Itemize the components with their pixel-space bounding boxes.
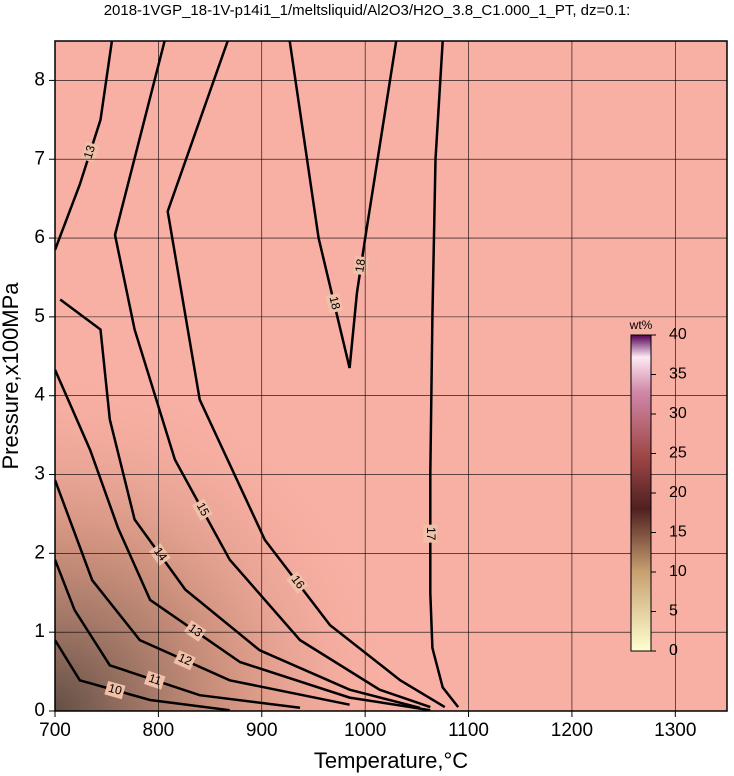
colorbar-tick-label: 40 bbox=[669, 326, 687, 343]
y-tick-label: 7 bbox=[34, 148, 45, 169]
colorbar bbox=[630, 334, 652, 652]
plot-frame bbox=[54, 40, 728, 712]
contour-label: 15 bbox=[194, 500, 213, 519]
contour-line bbox=[55, 479, 350, 706]
contour-label: 10 bbox=[107, 681, 124, 698]
colorbar-tick-label: 15 bbox=[669, 524, 687, 541]
contour-line bbox=[55, 369, 431, 711]
x-tick-label: 1200 bbox=[551, 720, 593, 741]
x-tick-label: 800 bbox=[143, 720, 175, 741]
y-tick-label: 4 bbox=[34, 385, 45, 406]
colorbar-tick-label: 35 bbox=[669, 366, 687, 383]
x-tick-label: 700 bbox=[39, 720, 71, 741]
contour-label-bg bbox=[148, 543, 171, 566]
plot-shading bbox=[55, 41, 727, 711]
colorbar-label: wt% bbox=[629, 318, 653, 332]
contour-label: 12 bbox=[176, 650, 194, 668]
y-tick-label: 5 bbox=[34, 306, 45, 327]
y-tick-label: 3 bbox=[34, 464, 45, 485]
contour-label-bg bbox=[286, 571, 309, 594]
contour-label: 11 bbox=[147, 671, 164, 688]
y-tick-label: 0 bbox=[34, 700, 45, 721]
x-tick-label: 1000 bbox=[344, 720, 386, 741]
x-tick-label: 900 bbox=[246, 720, 278, 741]
x-tick-label: 1100 bbox=[448, 720, 489, 741]
y-axis-label: Pressure,x100MPa bbox=[0, 282, 23, 470]
x-tick-label: 1300 bbox=[654, 720, 696, 741]
contour-label-bg bbox=[183, 620, 207, 642]
colorbar-tick-label: 10 bbox=[669, 563, 687, 580]
contour-label-bg bbox=[144, 670, 166, 690]
contour-label: 17 bbox=[424, 527, 438, 541]
contour-label-bg bbox=[173, 650, 196, 671]
y-tick-label: 8 bbox=[34, 69, 45, 90]
colorbar-tick-label: 30 bbox=[669, 405, 687, 422]
contour-label-bg bbox=[423, 524, 438, 543]
colorbar-tick-label: 5 bbox=[669, 603, 678, 620]
y-tick-label: 1 bbox=[34, 621, 45, 642]
contour-label-bg bbox=[80, 141, 100, 163]
contour-label-bg bbox=[191, 498, 213, 521]
contour-label: 18 bbox=[327, 295, 344, 312]
contour-label-bg bbox=[104, 680, 126, 700]
colorbar-tick-label: 25 bbox=[669, 445, 687, 462]
y-tick-label: 2 bbox=[34, 542, 45, 563]
contour-label: 13 bbox=[81, 143, 99, 160]
contour-line bbox=[55, 559, 301, 710]
contour-line bbox=[166, 41, 446, 709]
contour-label-bg bbox=[325, 292, 344, 314]
colorbar-tick-label: 0 bbox=[669, 642, 678, 659]
y-tick-label: 6 bbox=[34, 227, 45, 248]
contour-label: 18 bbox=[352, 258, 368, 274]
x-axis-label: Temperature,°C bbox=[314, 748, 468, 773]
chart-title: 2018-1VGP_18-1V-p14i1_1/meltsliquid/Al2O… bbox=[104, 2, 631, 19]
colorbar-tick-label: 20 bbox=[669, 484, 687, 501]
